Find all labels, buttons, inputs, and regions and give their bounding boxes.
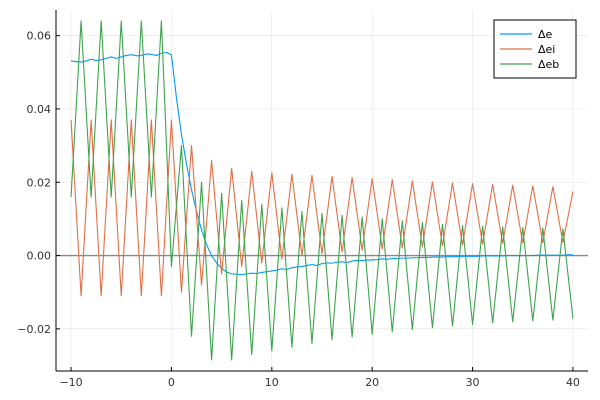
series-line-1 bbox=[70, 51, 573, 276]
tick-labels: −10 0 10 20 30 40 −0.02 0.00 0.02 0.04 0.06 bbox=[17, 30, 580, 389]
legend: Δe Δei Δeb bbox=[493, 19, 577, 79]
series-line-2 bbox=[70, 119, 574, 297]
x-tick-label: −10 bbox=[59, 376, 82, 389]
x-tick-label: 10 bbox=[265, 376, 279, 389]
series-lines bbox=[70, 20, 574, 361]
x-tick-label: 20 bbox=[365, 376, 379, 389]
y-tick-label: 0.04 bbox=[27, 103, 52, 116]
x-tick-label: 0 bbox=[168, 376, 175, 389]
y-tick-label: 0.06 bbox=[27, 30, 52, 43]
legend-label-3: Δeb bbox=[538, 58, 559, 71]
y-tick-label: 0.02 bbox=[27, 176, 52, 189]
y-tick-label: −0.02 bbox=[17, 323, 51, 336]
y-tick-label: 0.00 bbox=[27, 250, 52, 263]
x-tick-label: 30 bbox=[466, 376, 480, 389]
series-line-3 bbox=[70, 20, 574, 361]
legend-label-1: Δe bbox=[538, 28, 553, 41]
x-tick-label: 40 bbox=[566, 376, 580, 389]
axes bbox=[55, 10, 588, 372]
legend-label-2: Δei bbox=[538, 43, 555, 56]
